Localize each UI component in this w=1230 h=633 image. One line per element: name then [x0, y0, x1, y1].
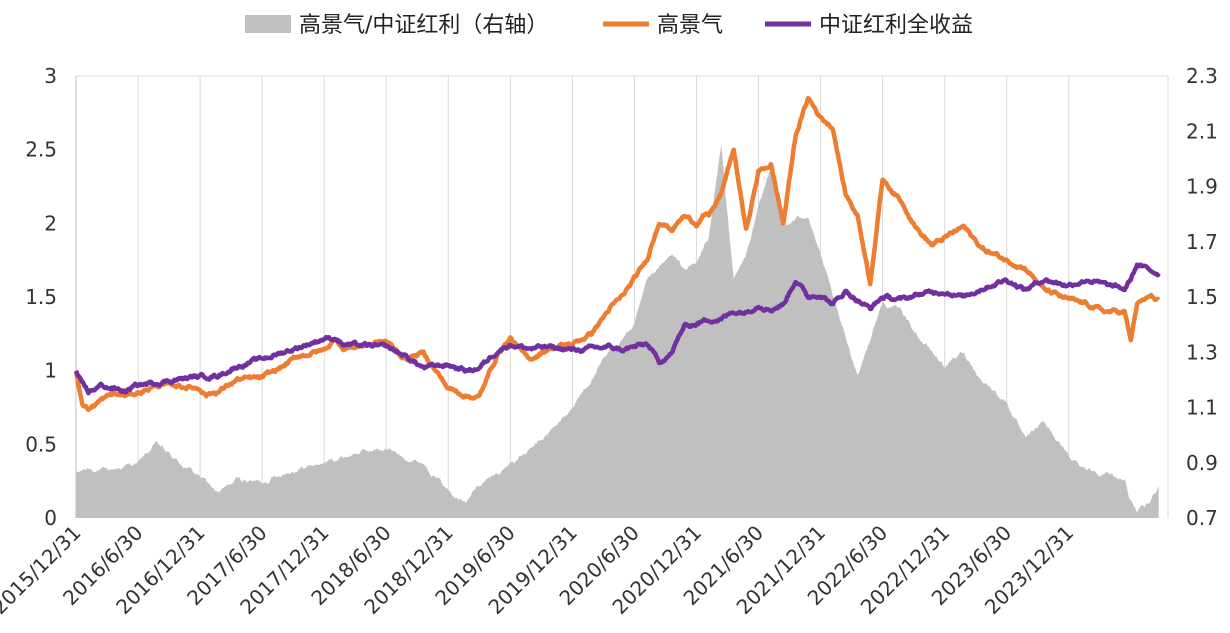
left-y-tick-label: 0.5 [25, 432, 57, 456]
left-y-tick-label: 1.5 [25, 285, 57, 309]
legend-label: 高景气 [657, 13, 723, 38]
legend: 高景气/中证红利（右轴） 高景气 中证红利全收益 [245, 13, 973, 38]
series-line-2 [73, 262, 1161, 396]
series-line-1 [73, 95, 1161, 413]
right-y-tick-label: 1.1 [1186, 396, 1218, 420]
right-y-tick-label: 1.5 [1186, 285, 1218, 309]
series-area-0 [76, 145, 1159, 518]
left-y-tick-label: 2 [44, 211, 57, 235]
legend-swatch-area [245, 15, 291, 33]
axes: 0 0.5 1 1.5 2 2.5 3 0.7 0.9 1.1 1.3 1.5 1.7 1.9 2.1 2.3… [0, 64, 1218, 619]
right-y-tick-label: 2.3 [1186, 64, 1218, 88]
right-y-tick-label: 0.7 [1186, 506, 1218, 530]
legend-label: 中证红利全收益 [819, 13, 973, 38]
right-y-tick-label: 2.1 [1186, 119, 1218, 143]
left-y-tick-label: 2.5 [25, 138, 57, 162]
legend-label: 高景气/中证红利（右轴） [299, 13, 548, 38]
left-y-tick-label: 0 [44, 506, 57, 530]
right-y-tick-label: 1.7 [1186, 230, 1218, 254]
right-y-tick-label: 1.9 [1186, 175, 1218, 199]
right-y-tick-label: 0.9 [1186, 451, 1218, 475]
left-y-tick-label: 3 [44, 64, 57, 88]
line-series [73, 95, 1161, 413]
area-series [76, 145, 1159, 518]
right-y-tick-label: 1.3 [1186, 340, 1218, 364]
left-y-tick-label: 1 [44, 359, 57, 383]
